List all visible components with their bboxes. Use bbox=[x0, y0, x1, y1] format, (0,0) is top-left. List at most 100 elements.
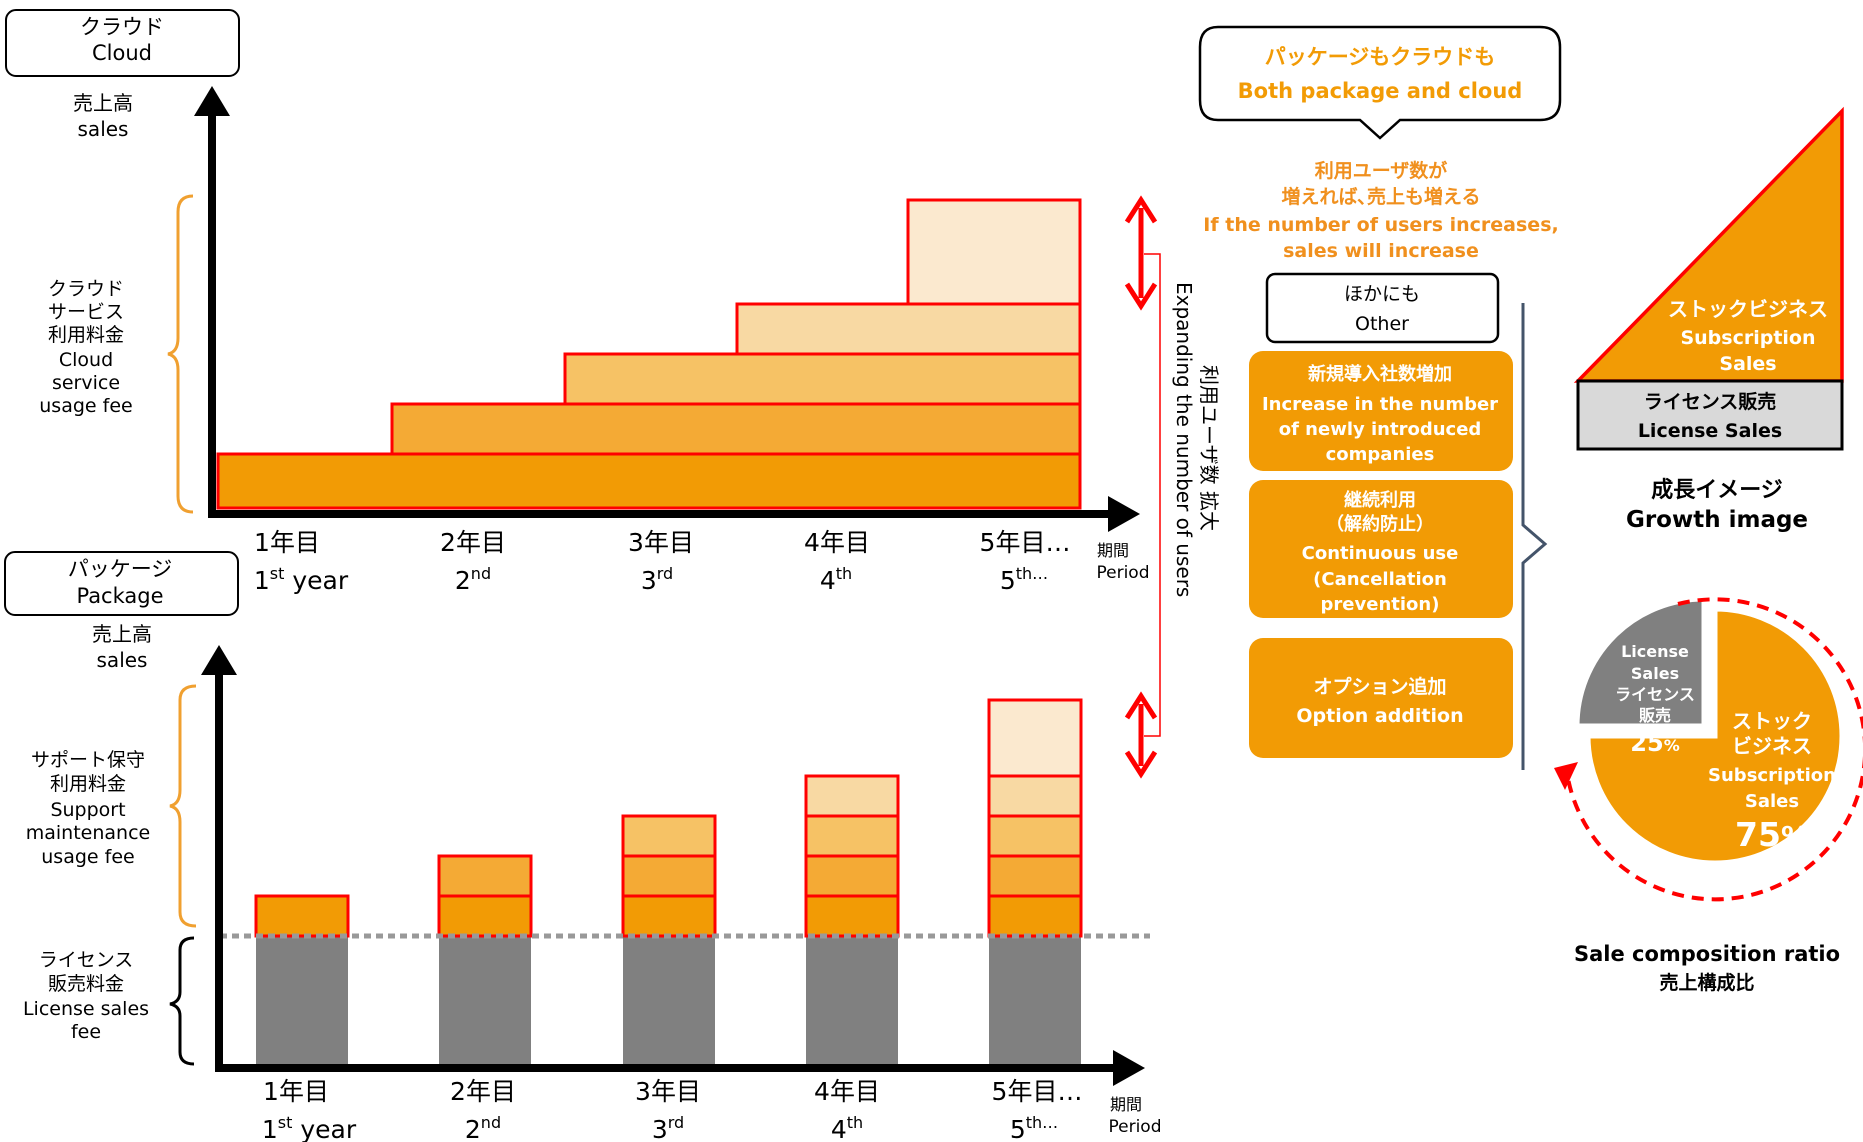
package-year-label-5-en: 5th… bbox=[1010, 1113, 1058, 1142]
svg-text:販売料金: 販売料金 bbox=[48, 973, 124, 995]
svg-text:Support: Support bbox=[50, 799, 125, 821]
users-note: 利用ユーザ数が 増えれば､売上も増える If the number of use… bbox=[1203, 159, 1558, 262]
support-bar-year5-seg2 bbox=[987, 854, 1083, 898]
package-y-axis-label-jp: 売上高 bbox=[92, 622, 152, 646]
cloud-year-label-5-jp: 5年目… bbox=[980, 528, 1071, 557]
support-bar-year4-seg4 bbox=[804, 774, 900, 818]
support-bar-year3-seg1 bbox=[621, 894, 717, 938]
callout-en: Both package and cloud bbox=[1238, 79, 1523, 103]
support-bar-year5-seg1 bbox=[987, 894, 1083, 938]
cloud-usage-brace bbox=[167, 194, 194, 514]
support-brace-label: サポート保守 利用料金 Support maintenance usage fe… bbox=[26, 749, 150, 868]
cloud-year-label-4-en: 4th bbox=[820, 564, 852, 595]
cloud-bar-year3 bbox=[563, 352, 1082, 408]
license-bar-year3 bbox=[623, 936, 715, 1066]
growth-image-caption-en: Growth image bbox=[1626, 507, 1808, 533]
svg-text:(Cancellation: (Cancellation bbox=[1313, 569, 1447, 590]
license-sales-en: License Sales bbox=[1638, 420, 1782, 442]
support-bar-year5-seg5 bbox=[987, 698, 1083, 778]
factor-box-continuous-use-text: 継続利用 （解約防止） Continuous use (Cancellation… bbox=[1302, 489, 1459, 615]
pie-growth-dashed-arc bbox=[1565, 597, 1863, 902]
svg-text:companies: companies bbox=[1326, 444, 1435, 465]
expanding-label-en: Expanding the number of users bbox=[1172, 282, 1196, 597]
svg-text:Option addition: Option addition bbox=[1296, 705, 1463, 727]
license-brace-label: ライセンス 販売料金 License sales fee bbox=[23, 949, 149, 1043]
cloud-year-label-4-jp: 4年目 bbox=[804, 528, 870, 557]
cloud-y-axis-label-jp: 売上高 bbox=[73, 91, 133, 115]
cloud-y-axis-arrow bbox=[194, 86, 230, 116]
factor-group-brace bbox=[1521, 303, 1548, 770]
cloud-year-label-1-jp: 1年目 bbox=[254, 528, 320, 557]
package-panel: パッケージ Package 売上高 sales サポート保守 利用料金 Supp… bbox=[4, 551, 1162, 1142]
cloud-year-label-5-en: 5th… bbox=[1000, 564, 1048, 595]
other-box-jp: ほかにも bbox=[1344, 283, 1420, 305]
svg-text:prevention): prevention) bbox=[1321, 594, 1440, 615]
support-bar-year2-seg2 bbox=[437, 854, 533, 898]
cloud-title-box bbox=[5, 9, 240, 77]
package-year-label-1-en: 1st year bbox=[262, 1113, 357, 1142]
svg-text:（解約防止）: （解約防止） bbox=[1326, 513, 1434, 535]
stock-business-en2: Sales bbox=[1719, 353, 1776, 375]
package-x-axis-label-en: Period bbox=[1108, 1117, 1161, 1137]
svg-text:Increase in the number: Increase in the number bbox=[1262, 394, 1498, 415]
cloud-stair-bars bbox=[216, 198, 1082, 510]
svg-text:ライセンス: ライセンス bbox=[39, 949, 134, 971]
svg-text:販売: 販売 bbox=[1639, 706, 1671, 725]
package-year-labels: 1年目 2年目 3年目 4年目 5年目… 1st year 2nd 3rd 4t… bbox=[262, 1077, 1083, 1142]
package-year-label-5-jp: 5年目… bbox=[992, 1077, 1083, 1106]
package-title-box bbox=[4, 551, 239, 616]
svg-text:新規導入社数増加: 新規導入社数増加 bbox=[1308, 363, 1452, 385]
factor-box-continuous-use bbox=[1249, 480, 1513, 618]
cloud-year-labels: 1年目 2年目 3年目 4年目 5年目… 1st year 2nd 3rd 4t… bbox=[254, 528, 1071, 595]
svg-text:If the number of users increas: If the number of users increases, bbox=[1203, 214, 1558, 236]
package-year-label-1-jp: 1年目 bbox=[263, 1077, 329, 1106]
cloud-bar-year1 bbox=[216, 452, 1082, 510]
cloud-year-label-1-en: 1st year bbox=[254, 564, 349, 595]
support-bar-year1-seg1 bbox=[254, 894, 350, 938]
package-x-axis-arrow bbox=[1113, 1050, 1145, 1086]
package-year-label-4-jp: 4年目 bbox=[814, 1077, 880, 1106]
svg-text:ライセンス: ライセンス bbox=[1615, 685, 1695, 704]
package-y-axis-label-en: sales bbox=[97, 648, 148, 672]
license-bar-year2 bbox=[439, 936, 531, 1066]
svg-text:25%: 25% bbox=[1630, 729, 1679, 757]
svg-text:Continuous use: Continuous use bbox=[1302, 543, 1459, 564]
cloud-bar-year2 bbox=[390, 402, 1082, 458]
pie-license-label: License Sales ライセンス 販売 25% bbox=[1615, 642, 1695, 757]
other-box-en: Other bbox=[1355, 313, 1409, 335]
expanding-bracket bbox=[1144, 253, 1161, 737]
cloud-x-axis-arrow bbox=[1108, 496, 1140, 532]
growth-image-caption-jp: 成長イメージ bbox=[1651, 478, 1783, 503]
cloud-panel: クラウド Cloud 売上高 sales クラウド サービス 利用料金 Clou… bbox=[5, 9, 1150, 595]
support-bar-year5-seg4 bbox=[987, 774, 1083, 818]
svg-text:Sales: Sales bbox=[1745, 791, 1799, 812]
package-year-label-4-en: 4th bbox=[831, 1113, 863, 1142]
svg-text:オプション追加: オプション追加 bbox=[1313, 675, 1446, 698]
svg-text:ビジネス: ビジネス bbox=[1732, 734, 1812, 758]
pie-slice-subscription bbox=[1585, 606, 1845, 866]
svg-text:継続利用: 継続利用 bbox=[1344, 489, 1416, 511]
stock-business-en1: Subscription bbox=[1680, 327, 1815, 349]
package-year-label-3-en: 3rd bbox=[652, 1113, 684, 1142]
package-title-jp: パッケージ bbox=[68, 557, 173, 581]
cloud-year-label-2-en: 2nd bbox=[455, 564, 491, 595]
svg-text:ストック: ストック bbox=[1732, 709, 1812, 733]
svg-text:増えれば､売上も増える: 増えれば､売上も増える bbox=[1282, 185, 1481, 208]
cloud-bar-year4 bbox=[735, 302, 1082, 358]
license-brace bbox=[169, 936, 195, 1066]
support-bars bbox=[254, 698, 1083, 938]
pie-growth-arrowhead bbox=[1554, 762, 1578, 790]
license-sales-jp: ライセンス販売 bbox=[1644, 390, 1777, 413]
cloud-y-axis-label-en: sales bbox=[78, 117, 129, 141]
support-bar-year3-seg2 bbox=[621, 854, 717, 898]
svg-text:usage fee: usage fee bbox=[41, 846, 134, 868]
support-bar-year2-seg1 bbox=[437, 894, 533, 938]
license-bar-year1 bbox=[256, 936, 348, 1066]
cloud-year-label-3-jp: 3年目 bbox=[628, 528, 694, 557]
growth-factors: パッケージもクラウドも Both package and cloud 利用ユーザ… bbox=[1198, 25, 1562, 770]
cloud-year-label-2-jp: 2年目 bbox=[440, 528, 506, 557]
svg-text:License: License bbox=[1621, 642, 1689, 661]
svg-text:of newly introduced: of newly introduced bbox=[1279, 419, 1482, 440]
factor-box-option-addition bbox=[1249, 638, 1513, 758]
cloud-usage-brace-label: クラウド サービス 利用料金 Cloud service usage fee bbox=[39, 278, 132, 417]
